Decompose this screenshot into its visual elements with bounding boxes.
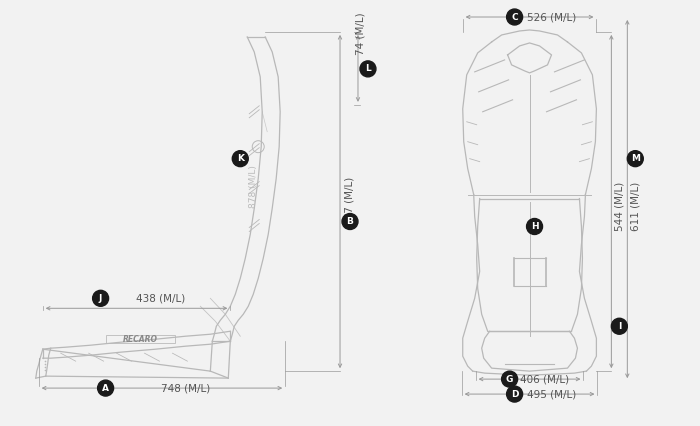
- Circle shape: [360, 61, 376, 77]
- Circle shape: [611, 318, 627, 334]
- Text: J: J: [99, 294, 102, 303]
- Text: L: L: [365, 64, 371, 73]
- Text: A: A: [102, 383, 109, 393]
- Text: 406 (M/L): 406 (M/L): [520, 374, 569, 384]
- Text: 74 (M/L): 74 (M/L): [356, 12, 366, 55]
- Circle shape: [507, 386, 523, 402]
- Text: K: K: [237, 154, 244, 163]
- Text: 878 (M/L): 878 (M/L): [248, 165, 258, 208]
- Text: B: B: [346, 217, 354, 226]
- Circle shape: [502, 371, 517, 387]
- Text: 611 (M/L): 611 (M/L): [630, 182, 640, 231]
- Circle shape: [526, 219, 542, 234]
- Text: 438 (M/L): 438 (M/L): [136, 294, 185, 303]
- Text: 526 (M/L): 526 (M/L): [527, 12, 576, 22]
- Text: 495 (M/L): 495 (M/L): [527, 389, 576, 399]
- Text: RECARO: RECARO: [123, 335, 158, 344]
- Text: 748 (M/L): 748 (M/L): [161, 383, 210, 393]
- Circle shape: [232, 151, 248, 167]
- Circle shape: [92, 291, 108, 306]
- Text: 877 (M/L): 877 (M/L): [344, 177, 354, 226]
- Text: 544 (M/L): 544 (M/L): [615, 182, 624, 231]
- Circle shape: [627, 151, 643, 167]
- Circle shape: [507, 9, 523, 25]
- Text: I: I: [617, 322, 621, 331]
- Text: M: M: [631, 154, 640, 163]
- Circle shape: [97, 380, 113, 396]
- Text: C: C: [511, 12, 518, 21]
- Text: G: G: [506, 374, 513, 384]
- Text: D: D: [511, 390, 518, 399]
- Text: H: H: [531, 222, 538, 231]
- Circle shape: [342, 213, 358, 230]
